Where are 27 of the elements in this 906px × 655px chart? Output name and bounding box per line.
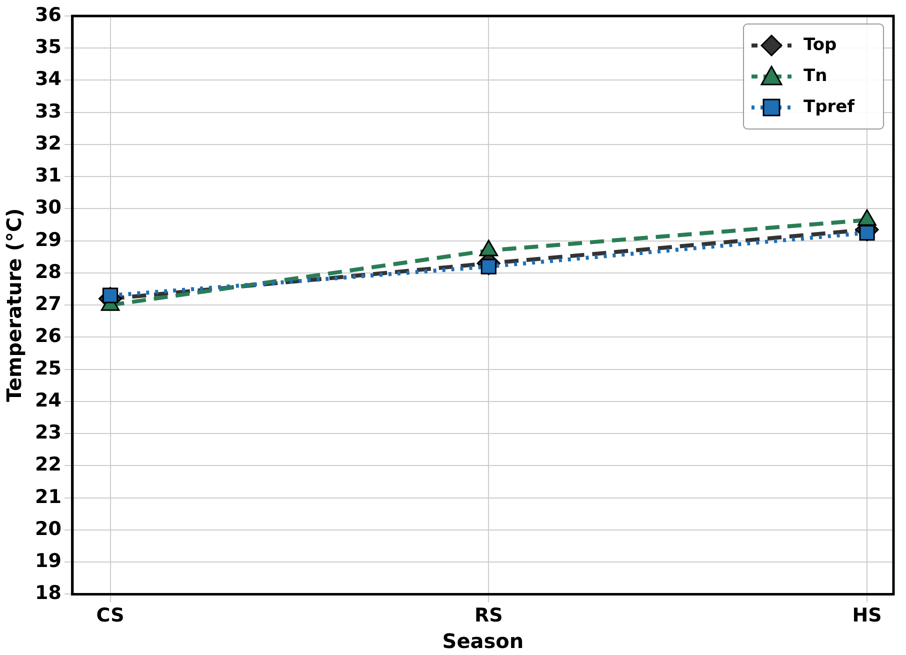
x-axis-title: Season	[442, 629, 524, 654]
y-tick-label: 29	[34, 228, 62, 251]
x-tick-label: RS	[474, 604, 503, 627]
legend-label: Tn	[804, 66, 828, 86]
y-tick-label: 26	[34, 325, 62, 348]
y-tick-label: 28	[34, 260, 62, 283]
y-tick-label: 18	[34, 582, 62, 604]
legend-label: Top	[804, 34, 837, 55]
legend-label: Tpref	[804, 96, 856, 117]
x-tick-label: HS	[852, 604, 882, 627]
y-tick-label: 23	[34, 422, 62, 444]
y-tick-label: 19	[34, 550, 62, 572]
y-tick-label: 33	[34, 100, 62, 122]
y-axis-title: Temperature (°C)	[2, 208, 26, 402]
y-tick-label: 25	[34, 357, 62, 380]
x-tick-label: CS	[96, 604, 124, 627]
y-tick-label: 35	[34, 36, 62, 58]
y-tick-label: 31	[34, 164, 62, 187]
y-tick-label: 27	[34, 293, 62, 316]
y-tick-label: 20	[34, 518, 62, 540]
y-tick-label: 21	[34, 486, 62, 508]
y-tick-label: 34	[34, 68, 62, 90]
y-tick-label: 22	[34, 454, 62, 476]
y-tick-label: 32	[34, 132, 62, 154]
y-tick-label: 36	[34, 4, 62, 26]
y-tick-label: 24	[34, 389, 62, 412]
y-tick-label: 30	[34, 196, 62, 219]
